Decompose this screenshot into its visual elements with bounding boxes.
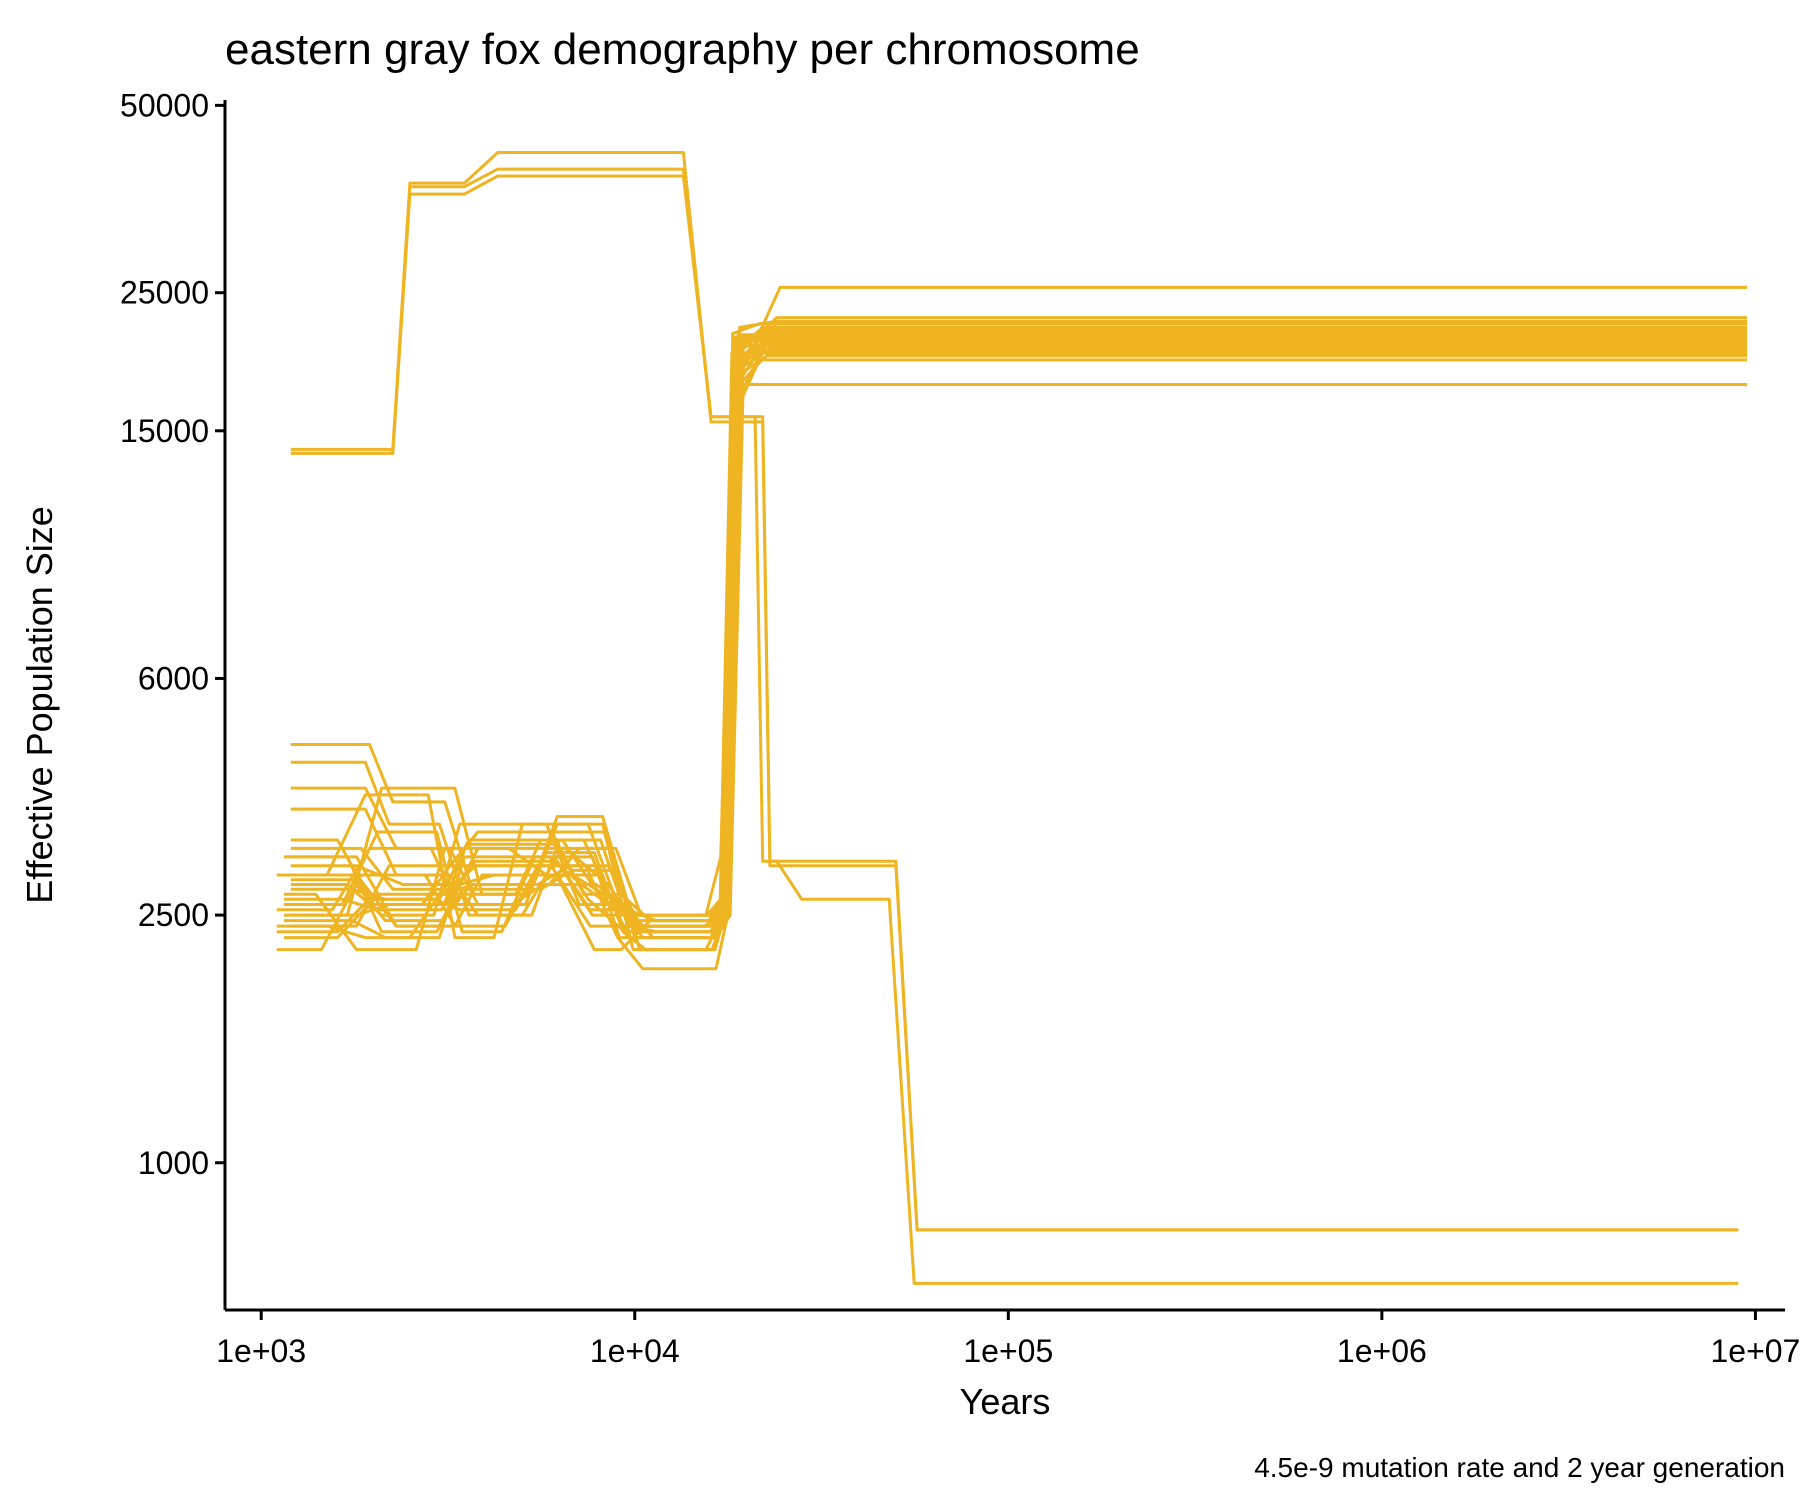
series-line-25	[276, 316, 1748, 971]
x-tick-label: 1e+05	[963, 1333, 1053, 1369]
y-tick-label: 15000	[120, 413, 209, 449]
series-line-29	[283, 334, 1748, 952]
y-tick-label: 6000	[138, 660, 209, 696]
series-line-22	[283, 330, 1748, 934]
series-layer	[276, 151, 1748, 1285]
series-line-7	[283, 325, 1748, 917]
series-line-15	[290, 328, 1748, 928]
series-line-4	[290, 319, 1748, 928]
y-tick-label: 25000	[120, 275, 209, 311]
series-line-13	[290, 358, 1748, 940]
series-line-8	[290, 348, 1748, 952]
y-tick-label: 2500	[138, 897, 209, 933]
x-axis-ticks: 1e+03 1e+04 1e+05 1e+06 1e+07	[216, 1310, 1800, 1369]
x-tick-label: 1e+03	[216, 1333, 306, 1369]
series-line-12	[283, 354, 1748, 940]
series-line-1	[290, 151, 1739, 1232]
series-line-21	[290, 285, 1748, 917]
x-tick-label: 1e+06	[1337, 1333, 1427, 1369]
x-tick-label: 1e+04	[590, 1333, 680, 1369]
x-tick-label: 1e+07	[1710, 1333, 1800, 1369]
series-line-19	[290, 343, 1748, 923]
y-tick-label: 50000	[120, 87, 209, 123]
y-axis-ticks: 1000 2500 6000 15000 25000 50000	[120, 87, 225, 1181]
chart-title: eastern gray fox demography per chromoso…	[225, 25, 1140, 74]
x-axis-title: Years	[960, 1381, 1051, 1422]
y-tick-label: 1000	[138, 1145, 209, 1181]
series-line-28	[290, 383, 1748, 952]
chart-caption: 4.5e-9 mutation rate and 2 year generati…	[1254, 1452, 1785, 1483]
y-axis-title: Effective Population Size	[19, 506, 60, 904]
series-line-23	[290, 320, 1748, 928]
series-line-24	[290, 351, 1748, 923]
